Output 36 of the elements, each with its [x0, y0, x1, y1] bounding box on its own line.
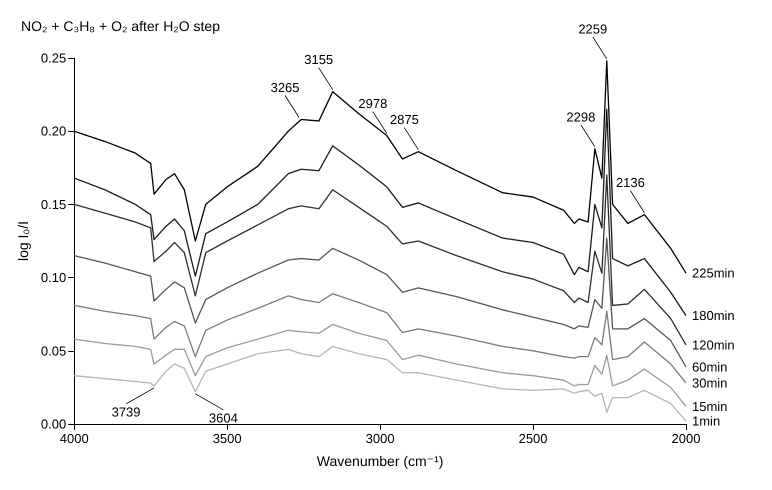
annotation: 2259: [578, 21, 608, 36]
annotation: 2136: [616, 175, 645, 190]
y-tick-label: 0.15: [40, 196, 66, 212]
y-tick-label: 0.05: [40, 343, 66, 358]
annotation: 3155: [304, 52, 334, 68]
line-series: [74, 237, 687, 368]
y-tick-label: 0.25: [40, 50, 66, 66]
x-tick-label: 3000: [366, 431, 395, 446]
series-label: 180min: [692, 308, 735, 324]
series-label: 1min: [692, 414, 720, 429]
annotation: 3265: [270, 80, 300, 95]
x-axis-title: Wavenumber (cm⁻¹): [316, 453, 444, 469]
annotation: 2875: [390, 112, 419, 128]
line-series: [74, 174, 687, 346]
y-tick-label: 0.20: [40, 124, 66, 139]
annotation: 3604: [208, 410, 238, 426]
x-tick-label: 2000: [672, 431, 700, 446]
line-series: [74, 324, 687, 408]
chart-title: NO₂ + C₃H₈ + O₂ after H₂O step: [21, 18, 220, 34]
x-tick-label: 2500: [518, 431, 548, 446]
series-label: 225min: [692, 266, 735, 281]
x-tick-label: 3500: [212, 431, 242, 446]
annotation: 2298: [566, 109, 596, 124]
line-series: [74, 346, 687, 422]
y-axis-title: log I₀/I: [15, 220, 31, 262]
series-label: 15min: [692, 398, 728, 414]
annotation: 2978: [358, 96, 388, 112]
line-series: [74, 293, 687, 384]
line-series: [74, 108, 687, 316]
y-tick-label: 0.10: [40, 270, 66, 286]
series-label: 60min: [692, 359, 728, 374]
annotation: 3739: [112, 404, 140, 420]
series-label: 30min: [692, 376, 728, 391]
y-tick-label: 0.00: [40, 416, 66, 432]
series-label: 120min: [692, 337, 735, 352]
x-tick-label: 4000: [60, 431, 89, 446]
